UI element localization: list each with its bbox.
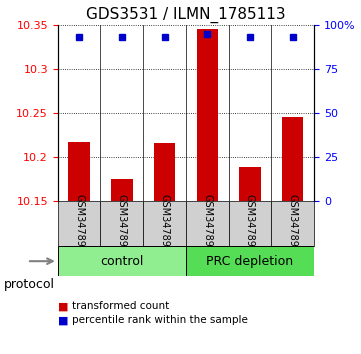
FancyBboxPatch shape	[186, 201, 229, 246]
FancyBboxPatch shape	[271, 201, 314, 246]
Bar	[154, 143, 175, 201]
Bar	[239, 167, 261, 201]
Bar	[282, 117, 303, 201]
Bar	[197, 29, 218, 201]
FancyBboxPatch shape	[229, 201, 271, 246]
FancyBboxPatch shape	[143, 201, 186, 246]
FancyBboxPatch shape	[186, 246, 314, 276]
Text: GSM347897: GSM347897	[288, 194, 298, 253]
Title: GDS3531 / ILMN_1785113: GDS3531 / ILMN_1785113	[86, 7, 286, 23]
FancyBboxPatch shape	[58, 246, 186, 276]
Text: ■: ■	[58, 301, 68, 311]
FancyBboxPatch shape	[58, 201, 100, 246]
Text: transformed count: transformed count	[72, 301, 169, 311]
Text: percentile rank within the sample: percentile rank within the sample	[72, 315, 248, 325]
Text: ■: ■	[58, 315, 68, 325]
Text: control: control	[100, 255, 144, 268]
Text: GSM347896: GSM347896	[245, 194, 255, 253]
Text: protocol: protocol	[4, 279, 55, 291]
Text: GSM347894: GSM347894	[160, 194, 170, 253]
Text: PRC depletion: PRC depletion	[206, 255, 293, 268]
Bar	[111, 178, 132, 201]
Text: GSM347892: GSM347892	[74, 194, 84, 253]
Bar	[69, 142, 90, 201]
Text: GSM347893: GSM347893	[117, 194, 127, 253]
FancyBboxPatch shape	[100, 201, 143, 246]
Text: GSM347895: GSM347895	[202, 194, 212, 253]
